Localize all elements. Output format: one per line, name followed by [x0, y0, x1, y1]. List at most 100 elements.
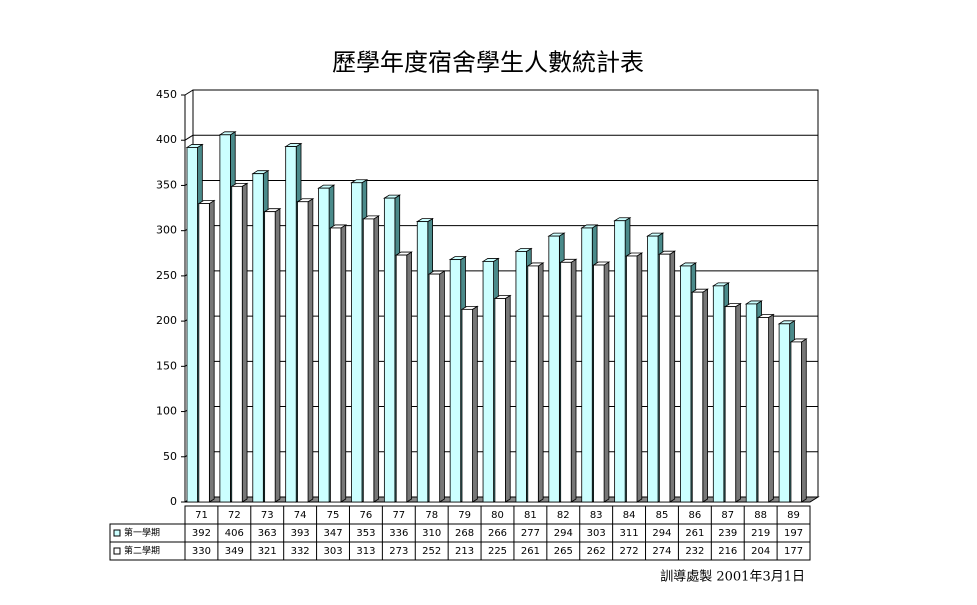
data-label: 336 [389, 528, 408, 539]
data-label: 268 [455, 528, 474, 539]
bar [712, 285, 725, 503]
data-label: 363 [258, 528, 277, 539]
bar-side [439, 270, 445, 503]
data-label: 274 [652, 546, 671, 557]
bar-side [505, 294, 511, 503]
legend-swatch [113, 529, 121, 537]
bar-side [801, 338, 807, 503]
x-tick-label: 72 [228, 510, 241, 521]
data-label: 266 [488, 528, 507, 539]
bar [614, 220, 626, 503]
x-tick-label: 71 [195, 510, 208, 521]
bar [330, 227, 342, 503]
x-tick-label: 89 [787, 510, 800, 521]
bar [581, 227, 593, 503]
data-label: 177 [784, 546, 803, 557]
bar-side [768, 313, 774, 503]
data-label: 219 [751, 528, 770, 539]
legend-swatch [113, 547, 121, 555]
bar-side [702, 288, 708, 503]
data-label: 216 [718, 546, 737, 557]
data-label: 252 [422, 546, 441, 557]
bar [461, 308, 473, 503]
x-tick-label: 85 [656, 510, 669, 521]
data-label: 232 [685, 546, 704, 557]
bar [198, 203, 210, 503]
bar [219, 134, 231, 503]
data-label: 347 [323, 528, 342, 539]
bar [318, 187, 330, 503]
bar [428, 273, 441, 503]
y-tick-label: 400 [156, 133, 177, 146]
x-tick-label: 80 [491, 510, 504, 521]
bar-side [340, 224, 347, 503]
grid-line [184, 89, 194, 96]
data-label: 330 [192, 546, 211, 557]
footer-note: 訓導處製 2001年3月1日 [660, 569, 805, 585]
bar [285, 146, 297, 503]
bar-side [406, 251, 412, 503]
bar [593, 264, 605, 503]
data-label: 225 [488, 546, 507, 557]
x-tick-label: 74 [294, 510, 307, 521]
bar [647, 235, 659, 503]
bar-side [208, 199, 215, 503]
bar [416, 221, 429, 503]
x-tick-label: 75 [327, 510, 340, 521]
data-label: 213 [455, 546, 474, 557]
bar [757, 317, 769, 503]
y-tick-label: 350 [156, 178, 177, 191]
bar [494, 298, 506, 503]
data-label: 261 [685, 528, 704, 539]
data-label: 303 [323, 546, 342, 557]
bar [252, 173, 264, 503]
data-label: 353 [356, 528, 375, 539]
bar [548, 235, 560, 503]
bar [264, 211, 276, 503]
bar-side [373, 215, 380, 503]
x-tick-label: 82 [557, 510, 570, 521]
y-tick-label: 150 [156, 359, 177, 372]
bar [449, 259, 462, 503]
bar [724, 306, 737, 503]
data-label: 265 [554, 546, 573, 557]
bar [362, 218, 375, 503]
x-tick-label: 87 [721, 510, 734, 521]
y-tick-label: 100 [156, 405, 177, 418]
data-label: 313 [356, 546, 375, 557]
legend-label: 第一學期 [124, 527, 160, 539]
grid-line [184, 134, 194, 141]
bar [186, 147, 198, 503]
bar-side [735, 302, 741, 503]
x-tick-label: 77 [392, 510, 405, 521]
data-label: 204 [751, 546, 770, 557]
data-label: 349 [225, 546, 244, 557]
y-tick-label: 50 [163, 450, 177, 463]
bar [560, 261, 572, 503]
bar [231, 185, 243, 503]
bar-side [472, 305, 478, 503]
x-tick-label: 83 [590, 510, 603, 521]
chart-title: 歷學年度宿舍學生人數統計表 [332, 49, 644, 77]
x-tick-label: 81 [524, 510, 537, 521]
data-label: 393 [291, 528, 310, 539]
bar [626, 255, 638, 503]
bar-side [669, 250, 676, 503]
data-label: 311 [620, 528, 639, 539]
bar [515, 251, 527, 503]
legend-label: 第二學期 [124, 545, 160, 557]
bar-side [636, 252, 643, 503]
x-tick-label: 79 [458, 510, 471, 521]
data-label: 310 [422, 528, 441, 539]
bar-side [603, 261, 610, 503]
data-label: 262 [587, 546, 606, 557]
bar [482, 261, 494, 503]
data-label: 239 [718, 528, 737, 539]
x-tick-label: 84 [623, 510, 636, 521]
data-label: 303 [587, 528, 606, 539]
data-label: 294 [554, 528, 573, 539]
x-tick-label: 73 [261, 510, 274, 521]
data-label: 332 [291, 546, 310, 557]
data-label: 277 [521, 528, 540, 539]
